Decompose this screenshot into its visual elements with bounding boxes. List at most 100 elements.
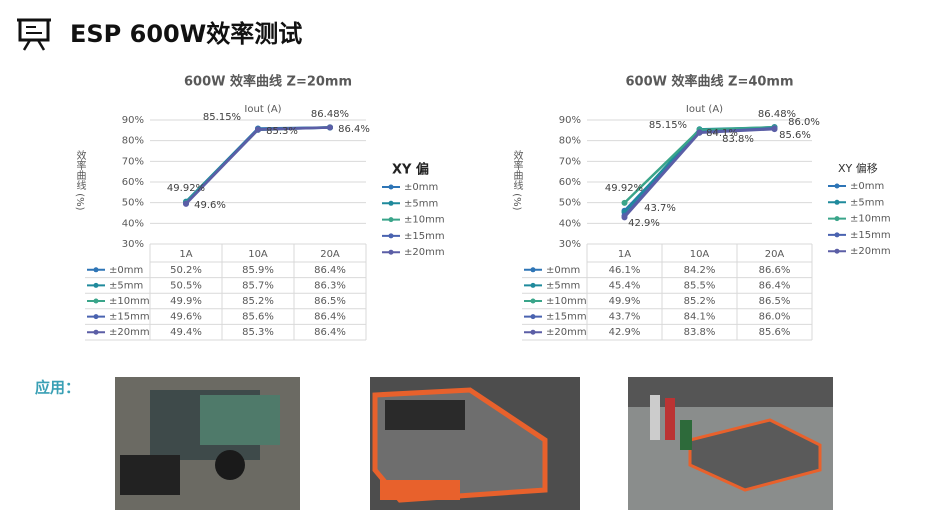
annotation: 49.92% [167,183,205,194]
table-cell: 86.4% [314,312,346,323]
photo [370,377,580,510]
y-tick-label: 30% [122,239,144,250]
table-row-label: ±5mm [546,280,580,291]
annotation: 85.15% [649,120,687,131]
title-icon [17,18,51,51]
x-tick-label: 1A [618,249,631,260]
legend-label: ±0mm [404,182,438,193]
table-cell: 43.7% [609,312,641,323]
x-tick-label: 1A [179,249,192,260]
annotation: 83.8% [722,134,754,145]
table-cell: 85.2% [242,296,274,307]
table-key-dot [93,314,99,320]
table-cell: 85.2% [684,296,716,307]
series-line [185,126,331,204]
legend-label: ±5mm [850,197,884,208]
table-cell: 86.4% [759,280,791,291]
series-line [185,126,331,205]
table-row-label: ±5mm [109,280,143,291]
legend-dot [388,233,394,239]
table-cell: 85.7% [242,280,274,291]
table-key-dot [93,329,99,335]
table-cell: 50.2% [170,265,202,276]
table-key-dot [93,267,99,273]
y-tick-label: 60% [559,177,581,188]
table-row-label: ±15mm [546,312,587,323]
legend-dot [834,199,840,205]
table-cell: 46.1% [609,265,641,276]
legend-dot [388,249,394,255]
y-tick-label: 90% [559,115,581,126]
legend-label: ±0mm [850,181,884,192]
table-cell: 86.5% [314,296,346,307]
photo [628,377,833,510]
legend-label: ±20mm [850,246,891,257]
annotation: 86.48% [311,109,349,120]
point [771,126,778,133]
table-row-label: ±0mm [546,265,580,276]
legend-label: ±10mm [404,215,445,226]
table-cell: 86.5% [759,296,791,307]
table-row-label: ±10mm [109,296,150,307]
annotation: 86.48% [758,109,796,120]
table-row-label: ±0mm [109,265,143,276]
y-tick-label: 30% [559,239,581,250]
table-cell: 84.1% [684,312,716,323]
table-row-label: ±20mm [109,327,150,338]
legend-dot [834,183,840,189]
point [255,126,261,133]
legend-label: ±20mm [404,247,445,258]
y-tick-label: 60% [122,177,144,188]
y-tick-label: 50% [122,198,144,209]
point [621,214,628,221]
y-tick-label: 80% [122,136,144,147]
table-cell: 86.3% [314,280,346,291]
annotation: 49.92% [605,183,643,194]
photo [115,377,300,510]
legend-label: ±15mm [850,230,891,241]
legend-title: XY 偏移 [838,161,878,175]
table-cell: 85.3% [242,327,274,338]
series-line [185,125,331,204]
legend-title: XY 偏 [392,162,429,178]
chart-title: 600W 效率曲线 Z=20mm [184,74,352,90]
annotation: 85.3% [266,126,298,137]
table-cell: 85.5% [684,280,716,291]
point [183,200,189,207]
point [696,129,703,136]
x-axis-label: Iout (A) [686,104,723,115]
y-axis-label: 效率曲线 (%) [511,149,523,211]
point [621,199,628,206]
annotation: 43.7% [644,203,676,214]
y-axis-label: 效率曲线 (%) [74,149,86,211]
table-key-dot [530,298,536,304]
annotation: 49.6% [194,200,226,211]
series-line [185,126,331,205]
legend-dot [388,184,394,190]
table-cell: 86.0% [759,312,791,323]
legend-dot [388,200,394,206]
y-tick-label: 40% [122,218,144,229]
y-tick-label: 70% [559,156,581,167]
table-key-dot [530,282,536,288]
legend-dot [388,217,394,223]
table-key-dot [93,298,99,304]
table-row-label: ±10mm [546,296,587,307]
table-cell: 49.9% [170,296,202,307]
slide-title: ESP 600W效率测试 [70,20,302,48]
table-cell: 84.2% [684,265,716,276]
annotation: 86.4% [338,124,370,135]
table-cell: 49.9% [609,296,641,307]
legend-label: ±5mm [404,198,438,209]
table-key-dot [530,329,536,335]
table-cell: 83.8% [684,327,716,338]
table-cell: 85.9% [242,265,274,276]
table-key-dot [530,314,536,320]
annotation: 86.0% [788,117,820,128]
table-cell: 86.6% [759,265,791,276]
table-cell: 86.4% [314,327,346,338]
x-axis-label: Iout (A) [244,104,281,115]
point [327,124,333,131]
table-cell: 42.9% [609,327,641,338]
